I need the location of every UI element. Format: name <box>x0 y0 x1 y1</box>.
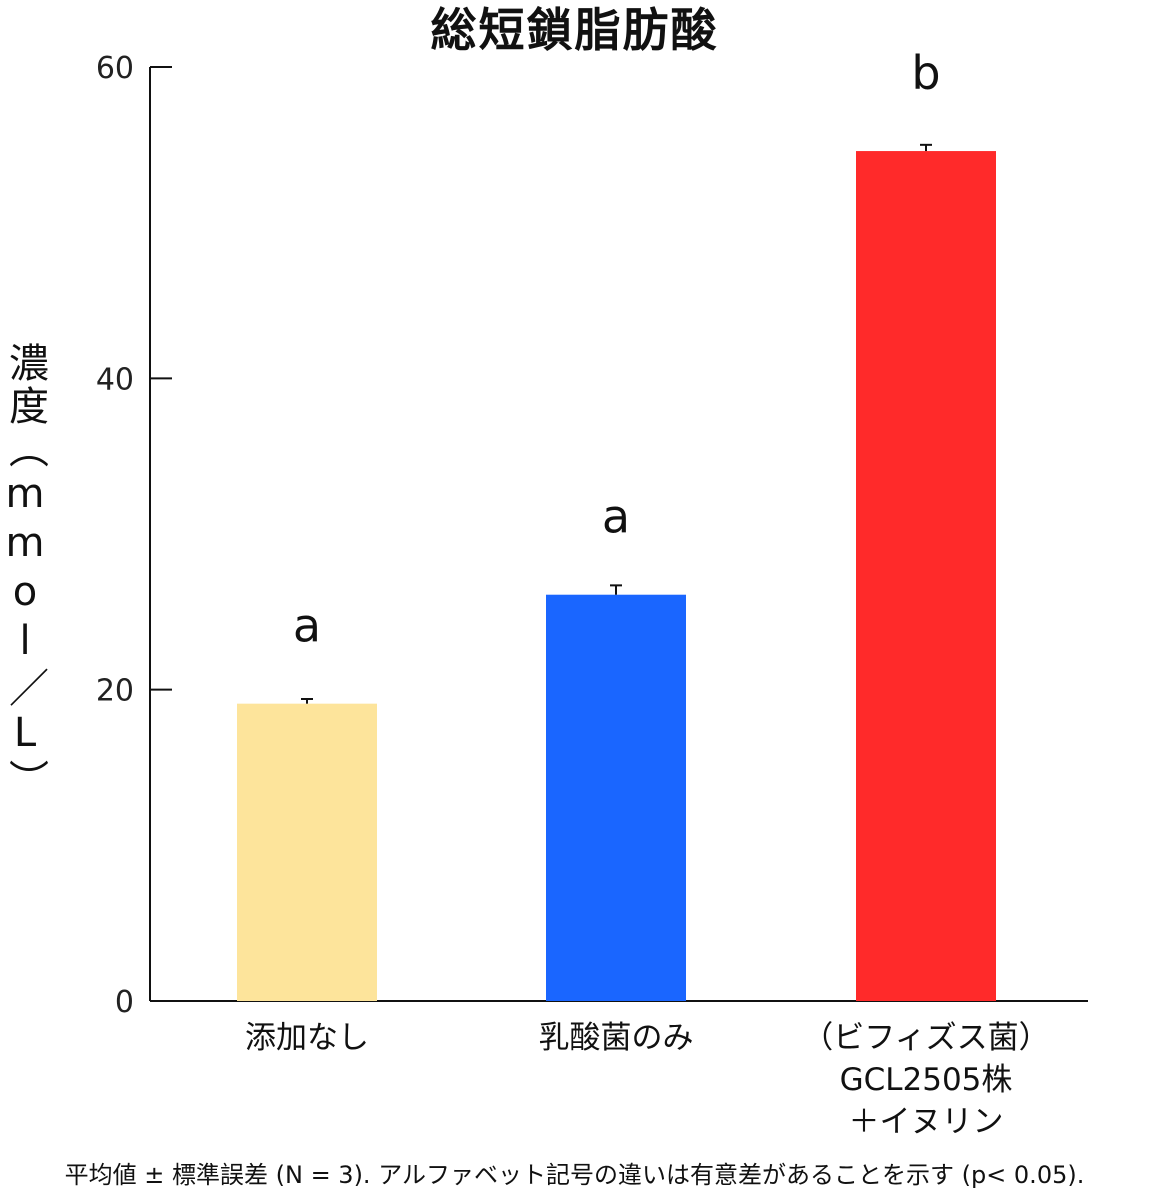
bar-2 <box>546 594 686 1001</box>
y-tick-label: 20 <box>96 674 134 709</box>
y-tick-label: 40 <box>96 362 134 397</box>
significance-letter-1: a <box>293 599 321 653</box>
x-tick-label-3: ＋イヌリン <box>849 1104 1004 1140</box>
chart-footnote: 平均値 ± 標準誤差 (N = 3). アルファベット記号の違いは有意差があるこ… <box>64 1161 1085 1189</box>
chart-bars <box>237 143 996 1001</box>
chart-labels: a 添加なし a 乳酸菌のみ b （ビフィズス菌） GCL2505株 ＋イヌリン <box>245 46 1050 1140</box>
bar-3 <box>856 151 996 1001</box>
significance-letter-3: b <box>911 46 940 100</box>
chart-axes: 0 20 40 60 <box>96 51 1088 1020</box>
chart-title: 総短鎖脂肪酸 <box>430 3 719 57</box>
x-tick-label-3: （ビフィズス菌） <box>802 1020 1049 1056</box>
y-axis-label: 濃度（mmol／L） <box>2 342 48 802</box>
significance-letter-2: a <box>602 490 630 544</box>
bar-1 <box>237 703 377 1001</box>
y-tick-label: 0 <box>115 985 134 1020</box>
y-tick-label: 60 <box>96 51 134 86</box>
x-tick-label-1: 添加なし <box>245 1020 369 1056</box>
x-tick-label-3: GCL2505株 <box>840 1062 1013 1098</box>
x-tick-label-2: 乳酸菌のみ <box>539 1020 694 1056</box>
